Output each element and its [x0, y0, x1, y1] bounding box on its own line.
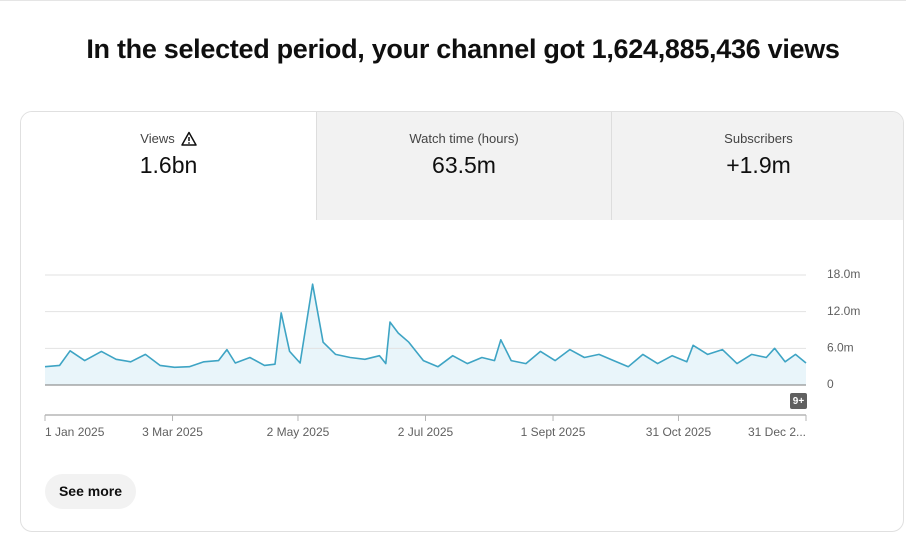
- badge-bg: [790, 393, 807, 409]
- y-tick-label: 6.0m: [827, 341, 854, 355]
- tab-value: 1.6bn: [139, 152, 198, 178]
- metric-tab[interactable]: Watch time (hours) 63.5m: [316, 112, 611, 220]
- area: [45, 284, 806, 385]
- y-tick-label: 18.0m: [827, 267, 860, 281]
- metric-tab[interactable]: Subscribers +1.9m: [611, 112, 903, 220]
- tab-value: 63.5m: [432, 152, 496, 178]
- warning-icon: [180, 131, 197, 146]
- y-tick-label: 0: [827, 377, 834, 391]
- divider: [0, 0, 906, 1]
- line: [44, 283, 807, 369]
- badge-label: 9+: [793, 396, 805, 407]
- analytics-card: Views 1.6bn Watch time (hours) 63.5m Sub…: [20, 111, 904, 532]
- tab-label: Views: [140, 130, 175, 146]
- y-tick-label: 12.0m: [827, 304, 860, 318]
- x-tick-label: 2 Jul 2025: [398, 425, 454, 439]
- x-tick-label: 31 Dec 2...: [748, 425, 806, 439]
- metric-tab[interactable]: Views 1.6bn: [21, 112, 316, 220]
- badge: 9+: [790, 393, 807, 409]
- tab-label: Watch time (hours): [409, 130, 519, 146]
- x-tick-label: 31 Oct 2025: [646, 425, 712, 439]
- x-tick-label: 3 Mar 2025: [142, 425, 203, 439]
- tab-value: +1.9m: [726, 152, 791, 178]
- see-more-button[interactable]: See more: [45, 474, 136, 509]
- page-title: In the selected period, your channel got…: [86, 34, 840, 64]
- tab-label: Subscribers: [724, 130, 793, 146]
- x-tick-label: 2 May 2025: [267, 425, 330, 439]
- x-tick-label: 1 Jan 2025: [45, 425, 105, 439]
- x-tick-label: 1 Sept 2025: [521, 425, 586, 439]
